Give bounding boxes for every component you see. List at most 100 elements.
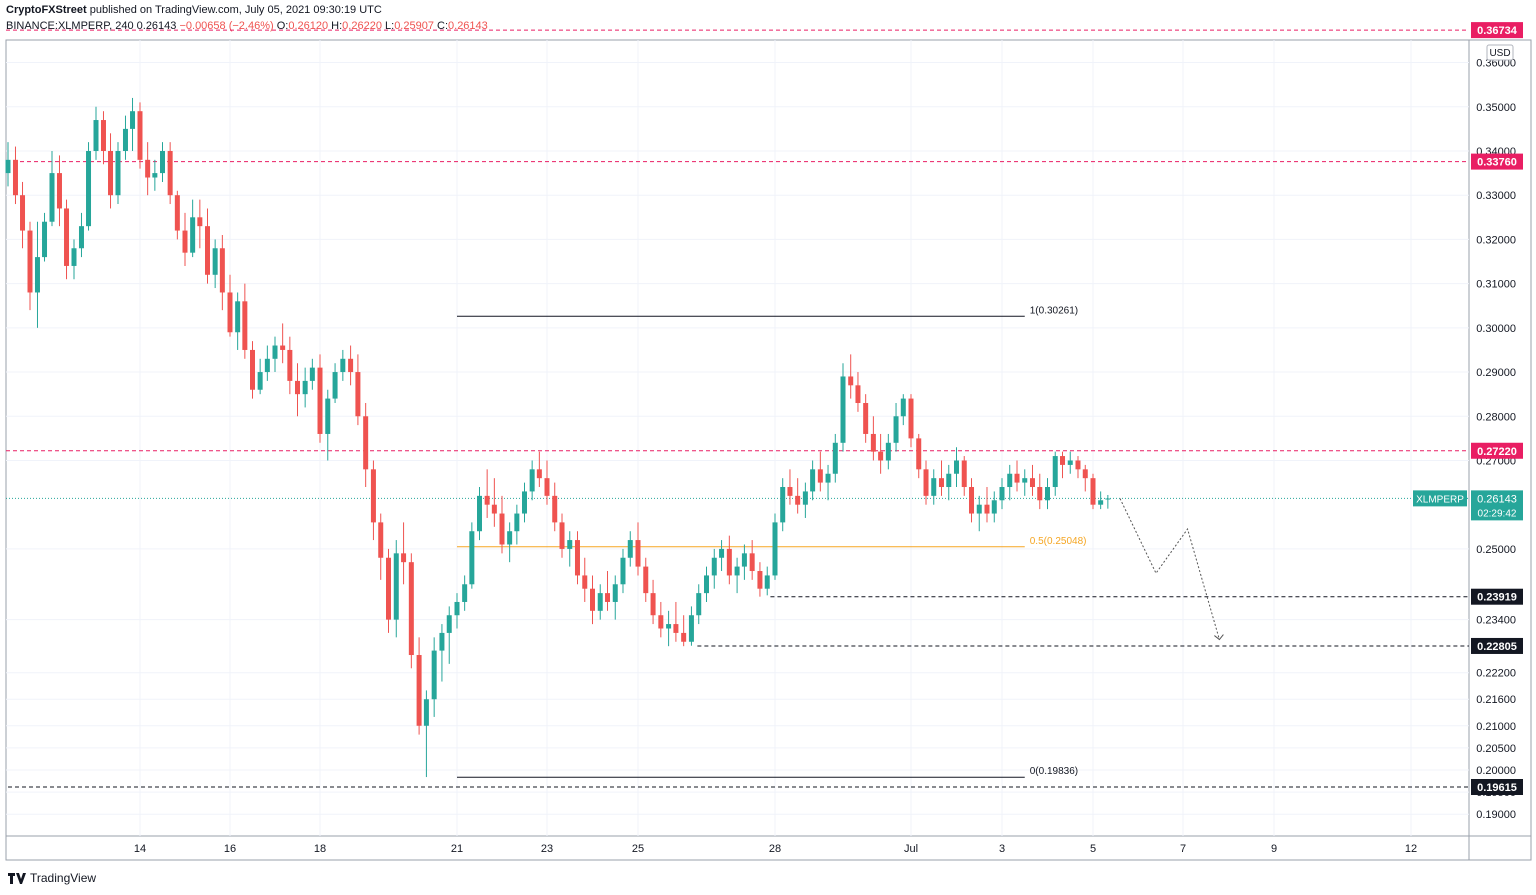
projection-path: [1119, 498, 1220, 640]
candle-body: [416, 655, 422, 726]
candle-body: [1067, 460, 1073, 465]
candle-body: [235, 301, 241, 333]
candle-body: [954, 460, 959, 474]
y-tick-label: 0.23400: [1476, 615, 1516, 627]
candle-body: [514, 513, 520, 532]
candle-body: [1105, 498, 1111, 500]
author-name: CryptoFXStreet: [6, 4, 87, 16]
y-tick-label: 0.22200: [1476, 668, 1516, 680]
candle-body: [64, 208, 70, 266]
current-price-tag: [1471, 490, 1523, 521]
candle-body: [1045, 487, 1050, 501]
y-tick-label: 0.29000: [1476, 367, 1516, 379]
low-value: 0.25907: [394, 20, 434, 32]
candle-body: [462, 584, 468, 602]
candle-body: [34, 257, 40, 293]
close-label: C:: [437, 20, 449, 32]
candle-body: [439, 632, 445, 651]
candle-body: [332, 372, 338, 399]
candle-body: [635, 540, 641, 567]
x-tick-label: 28: [769, 843, 781, 855]
candle-body: [1014, 473, 1020, 483]
candle-body: [787, 487, 793, 496]
x-tick-label: 14: [134, 843, 146, 855]
candle-body: [574, 540, 580, 576]
candle-body: [567, 540, 573, 549]
candle-body: [280, 345, 286, 350]
last-price: 0.26143: [136, 20, 177, 32]
price-level-label: 0.19615: [1477, 782, 1517, 794]
candle-body: [666, 624, 672, 629]
price-change: −0.00658 (−2.46%): [179, 20, 274, 32]
candle-body: [1075, 460, 1081, 470]
candle-body: [832, 442, 838, 474]
candle-body: [536, 469, 542, 479]
y-tick-label: 0.36000: [1476, 58, 1516, 70]
candle-body: [757, 571, 763, 589]
candle-body: [363, 416, 369, 470]
currency-badge: [1486, 44, 1514, 61]
x-tick-label: 18: [314, 843, 326, 855]
x-tick-label: 3: [999, 843, 1005, 855]
candle-body: [825, 473, 831, 483]
publish-text: published on TradingView.com, July 05, 2…: [89, 4, 382, 16]
publish-info: CryptoFXStreet published on TradingView.…: [6, 4, 382, 16]
y-tick-label: 0.32000: [1476, 234, 1516, 246]
bar-countdown-label: 02:29:42: [1478, 508, 1517, 519]
candle-body: [1029, 478, 1035, 488]
x-tick-label: 5: [1090, 843, 1096, 855]
candle-body: [302, 380, 308, 395]
candle-body: [242, 301, 248, 350]
y-tick-label: 0.31000: [1476, 279, 1516, 291]
candle-body: [287, 349, 293, 381]
candle-body: [1090, 478, 1096, 505]
candle-body: [870, 433, 876, 452]
candle-body: [688, 615, 694, 642]
candle-body: [20, 195, 26, 231]
y-tick-label: 0.33000: [1476, 190, 1516, 202]
candle-body: [726, 548, 732, 576]
current-price-label: 0.26143: [1477, 493, 1517, 505]
candle-body: [122, 128, 128, 151]
projection-arrowhead-icon: [1214, 634, 1224, 641]
x-tick-label: 23: [541, 843, 553, 855]
candle-body: [923, 469, 929, 496]
candle-body: [205, 226, 210, 275]
candle-body: [431, 650, 437, 700]
candle-body: [219, 248, 225, 293]
candle-body: [130, 111, 136, 129]
candle-body: [749, 553, 755, 572]
candle-body: [711, 557, 717, 576]
candle-body: [1037, 487, 1043, 501]
candle-body: [12, 159, 18, 196]
price-level-tag: [1471, 153, 1523, 170]
candle-body: [848, 376, 854, 386]
candle-body: [764, 575, 770, 589]
candle-body: [817, 469, 823, 483]
y-tick-label: 0.35000: [1476, 102, 1516, 114]
candle-body: [507, 531, 513, 545]
y-tick-label: 0.20000: [1476, 765, 1516, 777]
candle-body: [317, 367, 323, 434]
x-tick-label: 9: [1271, 843, 1277, 855]
candle-body: [212, 248, 218, 275]
tradingview-logo-icon: [8, 872, 26, 884]
symbol-name: BINANCE:XLMPERP, 240: [6, 20, 134, 32]
candle-body: [340, 358, 346, 373]
candle-body: [115, 150, 121, 196]
candle-body: [393, 553, 399, 620]
candle-body: [86, 150, 92, 227]
candle-body: [795, 495, 801, 505]
candle-body: [780, 487, 786, 523]
candle-body: [529, 469, 535, 492]
candle-body: [984, 504, 990, 514]
candle-body: [49, 173, 55, 222]
candle-body: [174, 195, 180, 231]
x-tick-label: 7: [1180, 843, 1186, 855]
candle-body: [893, 416, 899, 443]
price-level-tag: [1471, 779, 1523, 795]
y-tick-label: 0.30000: [1476, 323, 1516, 335]
y-tick-label: 0.21000: [1476, 721, 1516, 733]
candle-body: [772, 522, 778, 576]
